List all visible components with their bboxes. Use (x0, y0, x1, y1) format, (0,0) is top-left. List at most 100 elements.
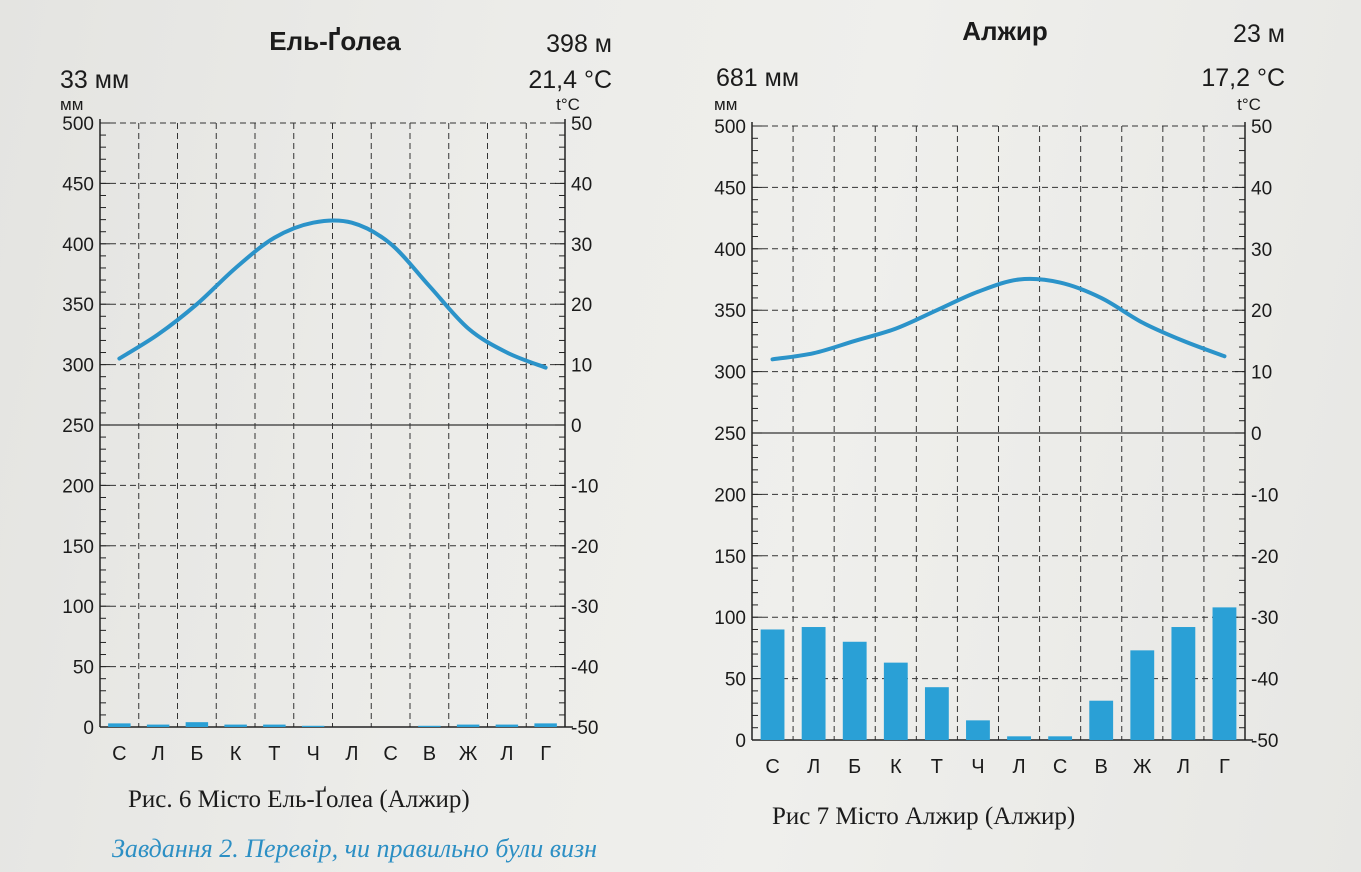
station-title: Ель-Ґолеа (269, 26, 401, 56)
y-right-tick-label: -20 (571, 537, 598, 558)
grid (752, 125, 1245, 741)
precipitation-bar (1007, 736, 1031, 740)
x-tick-label: Г (540, 743, 551, 765)
precipitation-bar (1048, 736, 1073, 740)
y-left-tick-label: 250 (62, 416, 94, 437)
y-left-unit: мм (60, 95, 83, 114)
climate-chart-algiers: Алжир 23 м 681 мм 17,2 °C мм t°C 500 450 400 350 3… (680, 0, 1361, 800)
figure-caption-7: Рис 7 Місто Алжир (Алжир) (772, 803, 1076, 830)
y-right-tick-label: -40 (1251, 670, 1278, 691)
y-left-tick-label: 400 (714, 240, 746, 261)
precipitation-bar (146, 724, 170, 727)
y-left-tick-label: 450 (62, 174, 94, 195)
y-right-tick-label: -20 (1251, 547, 1278, 568)
y-left-tick-label: 300 (62, 356, 94, 377)
precipitation-bar (760, 629, 785, 740)
figure-caption-6: Рис. 6 Місто Ель-Ґолеа (Алжир) (128, 786, 470, 813)
x-tick-label: Ж (459, 743, 478, 765)
mean-temperature: 21,4 °C (528, 66, 612, 94)
y-left-unit: мм (714, 95, 737, 114)
y-right-tick-label: -30 (1251, 608, 1278, 629)
precipitation-bar (301, 725, 325, 727)
mean-temperature: 17,2 °C (1201, 64, 1285, 92)
y-right-tick-label: 10 (1251, 363, 1272, 384)
y-right-tick-label: 40 (571, 174, 592, 195)
y-left-tick-label: 200 (62, 476, 94, 497)
x-tick-label: Г (1219, 756, 1230, 778)
x-tick-label: Б (848, 756, 861, 778)
y-right-tick-label: 30 (571, 235, 592, 256)
x-tick-label: В (1095, 756, 1108, 778)
y-left-tick-label: 0 (83, 718, 94, 739)
x-tick-label: С (112, 743, 126, 765)
annual-precipitation: 681 мм (716, 64, 799, 92)
x-tick-label: С (383, 743, 397, 765)
y-right-tick-label: 30 (1251, 240, 1272, 261)
x-tick-label: В (423, 743, 436, 765)
annual-precipitation: 33 мм (60, 66, 129, 94)
elevation-label: 398 м (546, 30, 612, 58)
y-left-tick-label: 0 (735, 731, 746, 752)
precipitation-bar (842, 641, 867, 740)
precipitation-bar (224, 724, 247, 727)
y-left-tick-label: 450 (714, 178, 746, 199)
y-left-tick-label: 100 (62, 597, 94, 618)
precipitation-bar (966, 720, 990, 740)
y-right-tick-label: -50 (571, 718, 598, 739)
x-tick-label: Ч (306, 743, 319, 765)
y-right-unit: t°C (1237, 95, 1261, 114)
y-right-tick-label: -10 (571, 476, 598, 497)
precipitation-bar (1130, 650, 1155, 740)
x-tick-label: С (1053, 756, 1067, 778)
y-right-tick-label: 50 (571, 114, 592, 135)
y-left-tick-label: 400 (62, 235, 94, 256)
precipitation-bar (1212, 607, 1237, 740)
precipitation-bar (1171, 627, 1196, 740)
x-tick-label: К (890, 756, 902, 778)
x-tick-label: Л (1012, 756, 1025, 778)
y-left-tick-label: 350 (62, 295, 94, 316)
y-left-tick-label: 150 (714, 547, 746, 568)
precipitation-bar (883, 662, 908, 740)
x-tick-label: Ж (1133, 756, 1152, 778)
y-left-tick-label: 350 (714, 301, 746, 322)
x-tick-label: С (765, 756, 779, 778)
x-tick-label: Л (500, 743, 513, 765)
precipitation-bar (185, 722, 209, 727)
y-left-tick-label: 300 (714, 363, 746, 384)
precipitation-bar (108, 723, 131, 727)
y-left-tick-label: 500 (714, 117, 746, 138)
y-right-tick-label: 20 (571, 295, 592, 316)
x-tick-label: Ч (971, 756, 984, 778)
temperature-line (117, 218, 548, 370)
precipitation-bar (456, 724, 480, 727)
grid (100, 122, 565, 728)
x-tick-label: К (230, 743, 242, 765)
elevation-label: 23 м (1233, 20, 1285, 48)
y-right-tick-label: -40 (571, 658, 598, 679)
precipitation-bar (924, 687, 949, 740)
chart-svg: Ель-Ґолеа 398 м33 мм 21,4 °Cмм t°C500450400… (60, 26, 612, 765)
x-tick-label: Т (931, 756, 943, 778)
precipitation-bar (801, 627, 826, 740)
precipitation-bar (418, 725, 441, 727)
y-left-tick-label: 250 (714, 424, 746, 445)
x-tick-label: Л (1177, 756, 1190, 778)
x-tick-label: Л (345, 743, 358, 765)
y-right-tick-label: 10 (571, 356, 592, 377)
x-tick-label: Т (268, 743, 280, 765)
y-left-tick-label: 150 (62, 537, 94, 558)
y-right-tick-label: 20 (1251, 301, 1272, 322)
y-left-tick-label: 500 (62, 114, 94, 135)
x-tick-label: Л (152, 743, 165, 765)
precipitation-bar (495, 724, 519, 727)
y-right-tick-label: 50 (1251, 117, 1272, 138)
task-heading: Завдання 2. Перевір, чи правильно були в… (112, 834, 598, 863)
x-tick-label: Б (190, 743, 203, 765)
y-right-unit: t°C (556, 95, 580, 114)
x-tick-label: Л (807, 756, 820, 778)
y-right-tick-label: 40 (1251, 178, 1272, 199)
y-right-tick-label: 0 (571, 416, 582, 437)
precipitation-bar (263, 724, 286, 727)
